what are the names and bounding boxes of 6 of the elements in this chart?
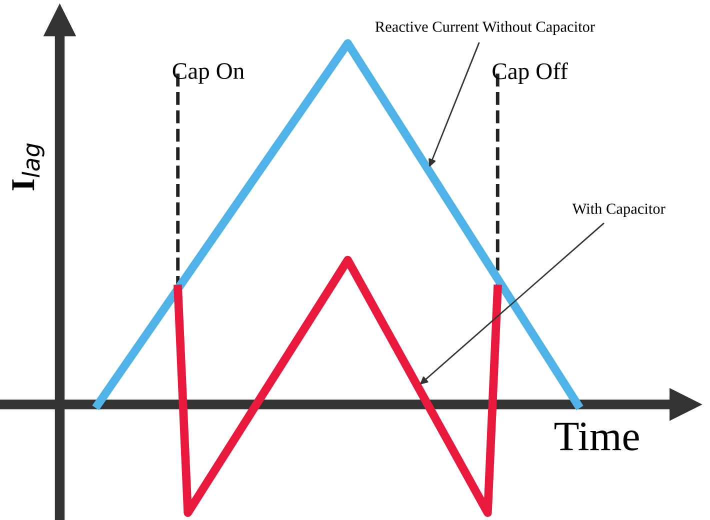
series-label: Reactive Current Without Capacitor [375, 21, 595, 36]
text: With Capacitor [572, 203, 666, 218]
y-axis-title: I$_{lag}$ [12, 143, 44, 190]
annotation: Cap Off [492, 62, 568, 84]
x-axis-title: Time [554, 422, 639, 451]
annotation: Cap On [172, 63, 244, 84]
